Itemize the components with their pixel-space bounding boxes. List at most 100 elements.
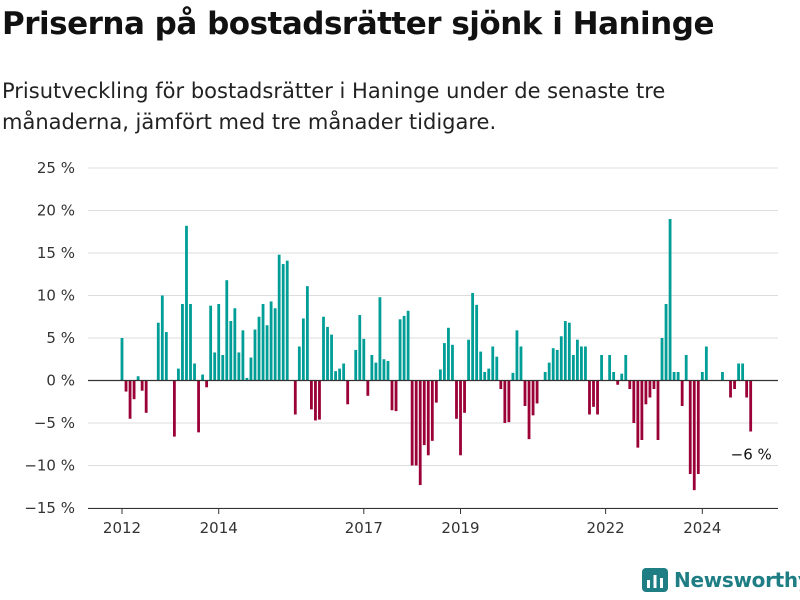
bar: [588, 380, 591, 415]
bar: [390, 380, 394, 411]
bar: [136, 376, 140, 381]
x-tick-label: 2024: [683, 519, 721, 537]
bar: [281, 264, 285, 381]
bar: [164, 332, 168, 381]
bar: [213, 352, 217, 381]
bar: [330, 334, 333, 381]
bar: [700, 372, 704, 381]
bar: [346, 380, 350, 405]
bar: [455, 380, 458, 419]
bar: [257, 316, 261, 381]
bar: [555, 349, 559, 381]
bar: [692, 380, 696, 491]
bar: [322, 316, 325, 381]
bar: [584, 346, 587, 381]
bar: [326, 326, 329, 381]
bar: [334, 371, 337, 381]
bar: [402, 315, 406, 381]
bar: [600, 355, 603, 381]
bar: [418, 380, 422, 486]
y-tick-label: 0 %: [46, 372, 75, 390]
bar: [265, 325, 269, 381]
chart-title: Priserna på bostadsrätter sjönk i Haning…: [2, 6, 714, 42]
bar: [177, 368, 180, 381]
bar: [269, 301, 273, 381]
bar: [471, 292, 475, 381]
brand-name: Newsworthy: [674, 568, 800, 592]
bar: [237, 352, 241, 381]
bar: [749, 380, 753, 432]
bar: [580, 346, 583, 381]
bar: [249, 357, 253, 381]
bars: [120, 219, 753, 491]
bar: [620, 373, 624, 381]
bar: [410, 380, 414, 466]
bar: [285, 260, 289, 381]
bar: [293, 380, 297, 415]
bar: [156, 322, 160, 381]
bar: [483, 372, 487, 381]
bar: [305, 286, 309, 381]
bar: [422, 380, 426, 446]
x-tick-label: 2022: [587, 519, 625, 537]
bar: [382, 359, 386, 381]
bar: [342, 363, 346, 381]
bar: [225, 280, 229, 381]
bar: [370, 355, 374, 381]
bar: [729, 380, 732, 398]
bar: [680, 380, 684, 406]
y-tick-label: 25 %: [37, 159, 75, 177]
bar: [563, 321, 567, 381]
bar: [648, 380, 652, 398]
bar: [515, 330, 519, 381]
bar: [310, 380, 313, 410]
y-tick-label: 5 %: [46, 329, 75, 347]
y-tick-label: −5 %: [34, 414, 75, 432]
bar-chart-logo-icon: [642, 568, 668, 592]
y-tick-label: 15 %: [37, 244, 75, 262]
bar: [479, 351, 483, 381]
bar: [197, 380, 200, 433]
bar: [354, 349, 358, 381]
bar: [301, 318, 305, 381]
bar: [229, 321, 233, 381]
bar: [475, 304, 479, 381]
bar: [640, 380, 644, 440]
bar: [571, 355, 575, 381]
bar: [160, 295, 164, 381]
bar: [507, 380, 511, 423]
bar: [628, 380, 632, 389]
bar: [273, 308, 277, 381]
bar: [668, 219, 672, 381]
newsworthy-brand: Newsworthy: [642, 568, 800, 592]
bar: [696, 380, 700, 474]
bar: [503, 380, 507, 423]
bar: [459, 380, 462, 456]
bar-chart: 25 % 20 % 15 % 10 % 5 % 0 % −5 % −10 % −15 % 2012…: [24, 159, 778, 537]
bar: [209, 305, 213, 381]
bar: [733, 380, 736, 389]
bar: [434, 380, 438, 403]
bar: [737, 363, 740, 381]
bar: [132, 380, 136, 400]
bar: [616, 380, 620, 385]
bar: [221, 355, 225, 381]
bar: [386, 360, 390, 381]
bar: [543, 372, 547, 381]
bar: [511, 372, 515, 381]
bar: [394, 380, 398, 412]
bar: [487, 368, 491, 381]
bar: [567, 322, 571, 381]
bar: [499, 380, 503, 389]
bar: [245, 377, 249, 381]
chart-subtitle: Prisutveckling för bostadsrätter i Hanin…: [2, 79, 666, 134]
bar: [362, 338, 366, 381]
bar: [447, 327, 450, 381]
y-tick-label: −15 %: [24, 499, 75, 517]
bar: [467, 339, 470, 381]
bar: [535, 380, 539, 404]
bar: [201, 374, 204, 381]
bar: [551, 348, 555, 381]
bar: [684, 355, 688, 381]
y-tick-label: −10 %: [24, 457, 75, 475]
